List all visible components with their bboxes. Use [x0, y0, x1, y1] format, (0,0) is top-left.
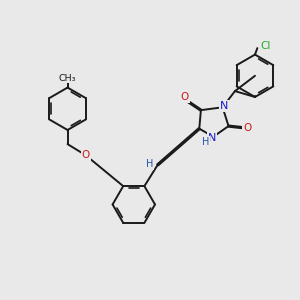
Text: O: O	[82, 150, 90, 160]
Text: H: H	[146, 159, 153, 169]
Text: N: N	[208, 133, 216, 143]
Text: O: O	[243, 123, 251, 133]
Text: CH₃: CH₃	[59, 74, 76, 83]
Text: N: N	[220, 101, 228, 111]
Text: Cl: Cl	[260, 41, 271, 51]
Text: H: H	[202, 137, 209, 147]
Text: O: O	[181, 92, 189, 102]
